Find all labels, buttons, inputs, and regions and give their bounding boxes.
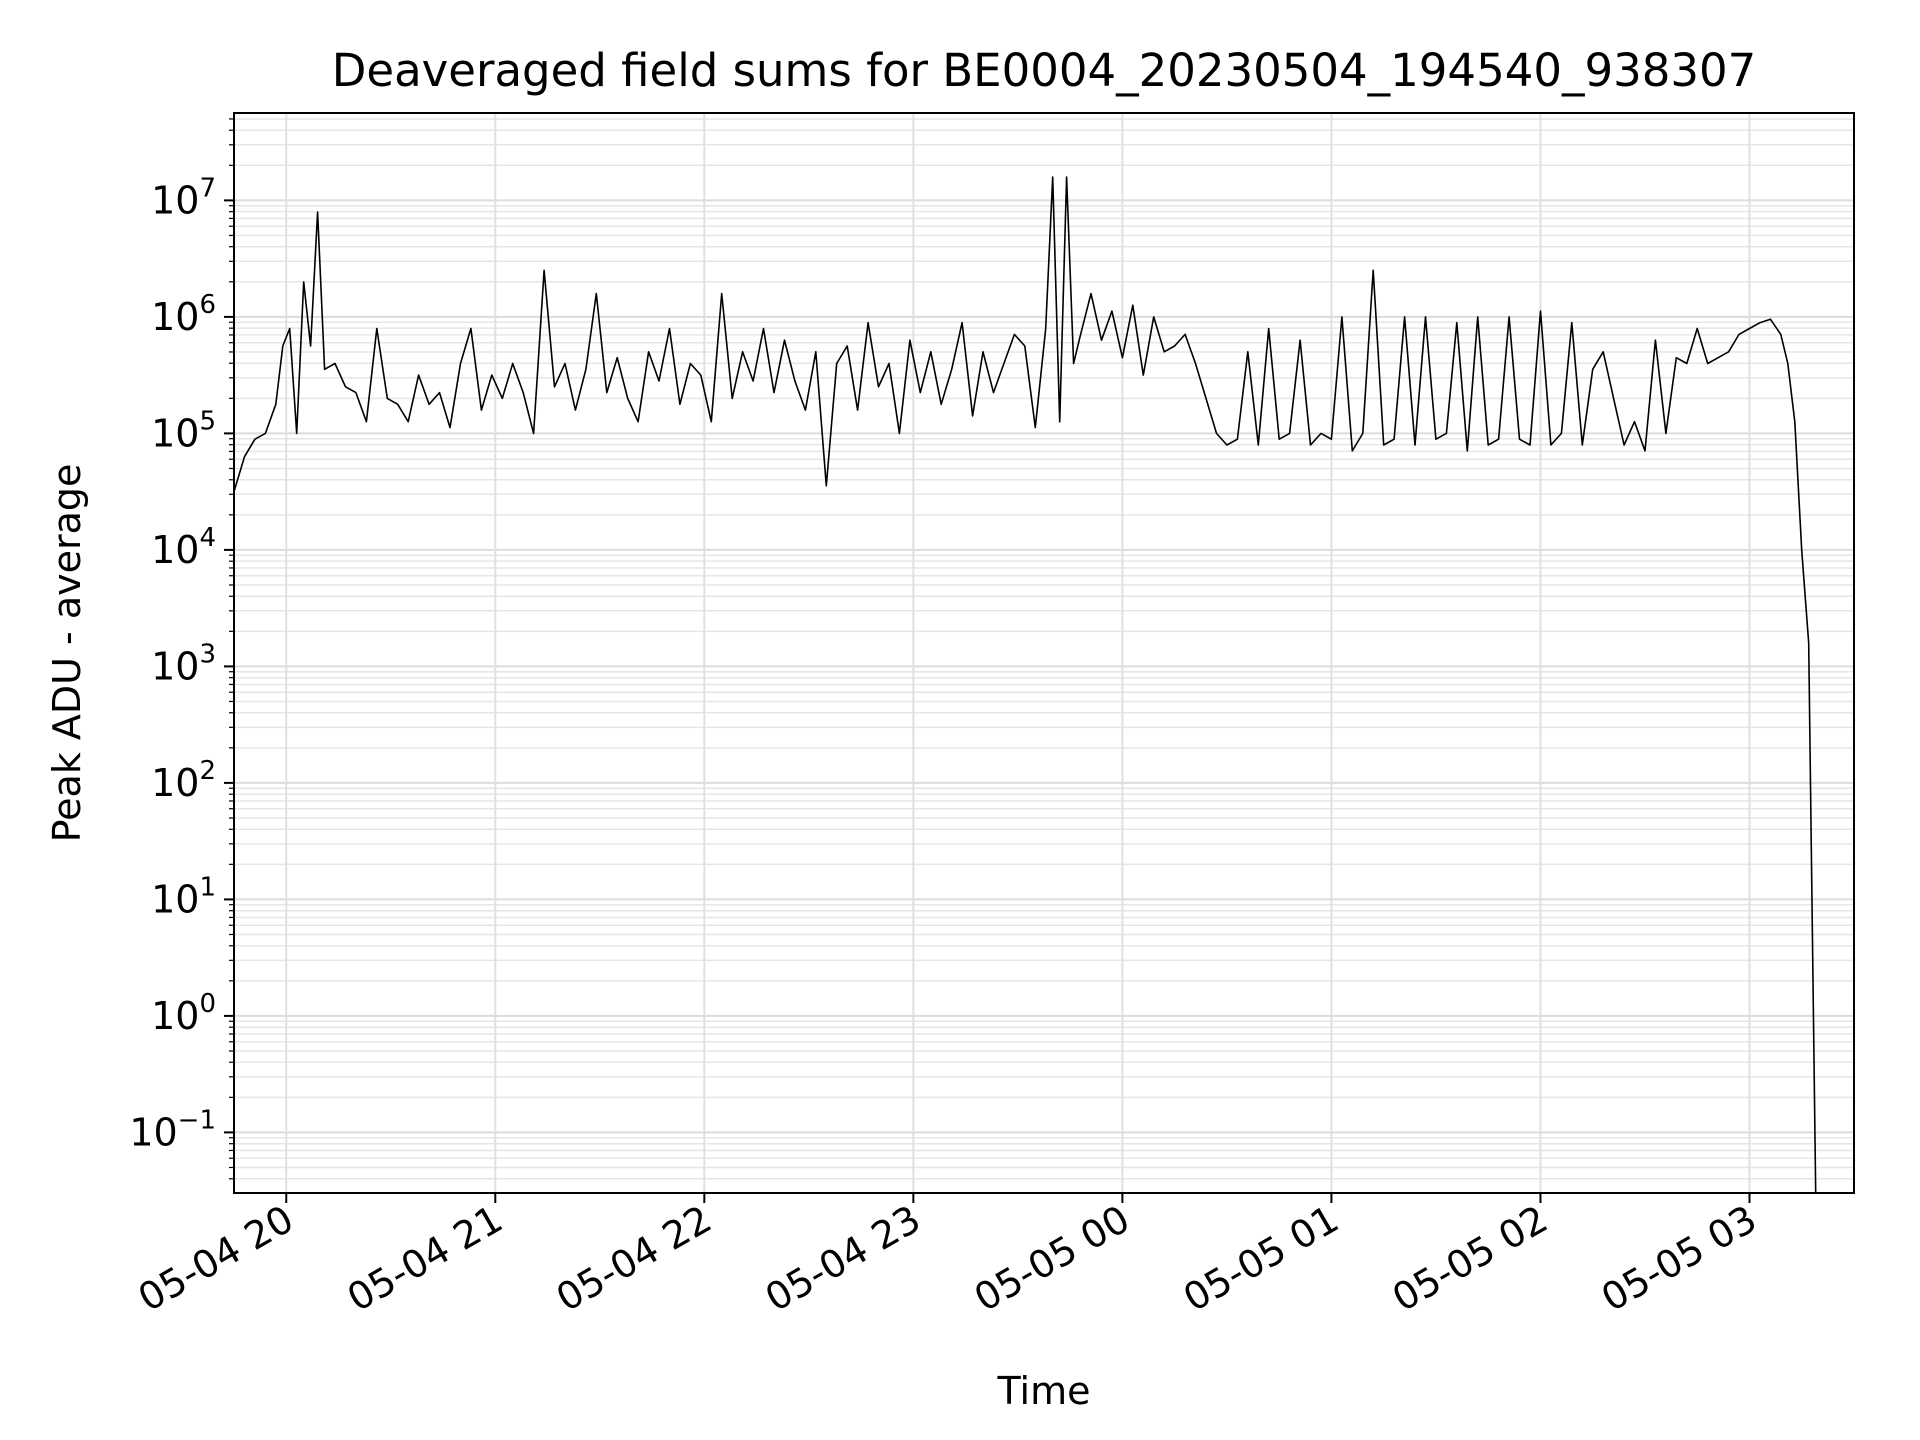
y-axis-label: Peak ADU - average [45,464,89,843]
series-layer [233,176,1817,1194]
y-tick-label: 101 [151,872,216,921]
x-axis-label: Time [997,1369,1091,1413]
y-tick-label: 102 [151,756,216,805]
plot-frame [233,112,1855,1194]
y-tick-label: 107 [151,173,216,222]
plot-area-background [234,113,1854,1193]
y-tick-label: 100 [151,989,216,1038]
chart-title: Deaveraged field sums for BE0004_2023050… [332,44,1757,97]
series-line [233,176,1817,1194]
y-tick-label: 105 [151,406,216,455]
y-tick-label: 10−1 [129,1105,216,1154]
y-tick-label: 104 [151,523,216,572]
y-tick-label: 103 [151,639,216,688]
y-tick-label: 106 [151,290,216,339]
grid-layer [234,113,1854,1193]
